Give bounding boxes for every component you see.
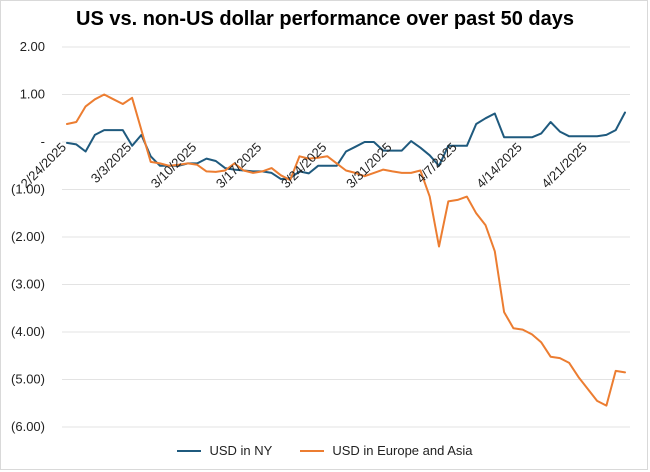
y-tick-label: (6.00) bbox=[11, 419, 45, 434]
chart-legend: USD in NY USD in Europe and Asia bbox=[0, 443, 650, 458]
y-tick-label: (3.00) bbox=[11, 277, 45, 292]
x-tick-label: 3/31/2025 bbox=[343, 140, 395, 192]
legend-label-usd-europe-asia: USD in Europe and Asia bbox=[332, 443, 473, 458]
y-tick-label: (4.00) bbox=[11, 324, 45, 339]
chart-title: US vs. non-US dollar performance over pa… bbox=[76, 8, 574, 30]
chart-plot-area: 2.00 1.00 - (1.00) (2.00) (3.00) (4.00) (5.00) (… bbox=[11, 39, 630, 434]
x-tick-label: 3/10/2025 bbox=[148, 140, 200, 192]
x-tick-label: 3/3/2025 bbox=[88, 140, 134, 186]
y-tick-label: 1.00 bbox=[20, 87, 45, 102]
legend-swatch-usd-ny bbox=[177, 449, 202, 452]
x-tick-label: 4/21/2025 bbox=[538, 140, 590, 192]
series-line-1 bbox=[66, 93, 626, 407]
legend-item-usd-europe-asia: USD in Europe and Asia bbox=[300, 443, 473, 458]
legend-label-usd-ny: USD in NY bbox=[209, 443, 273, 458]
y-tick-label: (5.00) bbox=[11, 372, 45, 387]
legend-swatch-usd-europe-asia bbox=[300, 449, 325, 452]
series-line-0 bbox=[66, 111, 626, 181]
y-tick-label: 2.00 bbox=[20, 39, 45, 54]
y-tick-label: (2.00) bbox=[11, 229, 45, 244]
y-tick-label: - bbox=[41, 134, 45, 149]
x-tick-label: 4/14/2025 bbox=[473, 140, 525, 192]
legend-item-usd-ny: USD in NY bbox=[177, 443, 272, 458]
y-tick-label: (1.00) bbox=[11, 182, 45, 197]
